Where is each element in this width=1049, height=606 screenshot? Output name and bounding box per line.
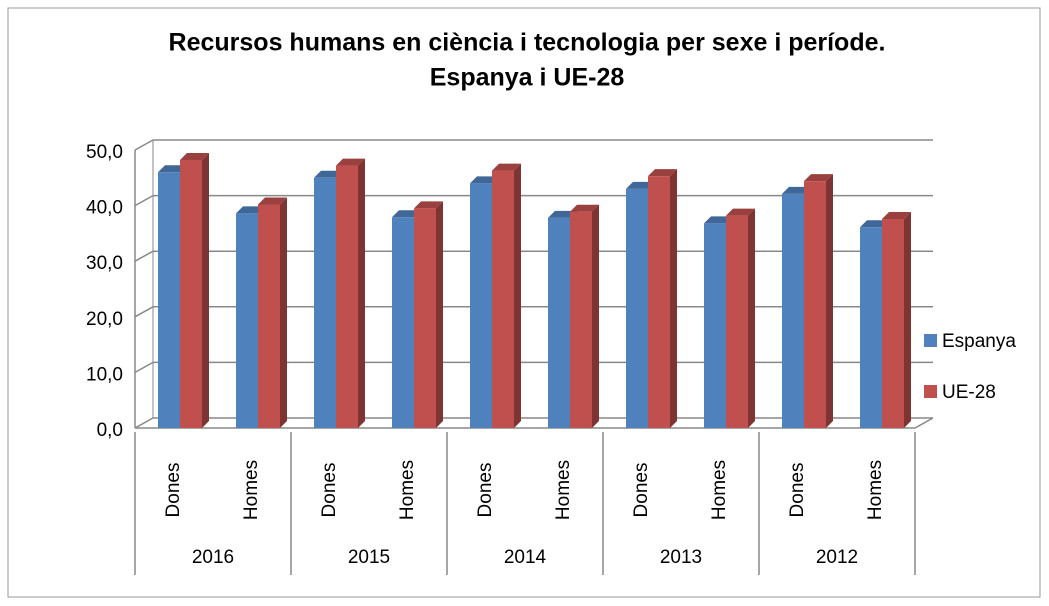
bar: [470, 183, 492, 428]
bar-top: [470, 176, 499, 184]
x-tick-label: Dones: [163, 463, 184, 518]
bar: [860, 227, 882, 428]
bar: [782, 193, 804, 428]
bar-top: [548, 210, 577, 218]
bar: [570, 211, 592, 428]
bar-top: [626, 181, 655, 189]
group-label: 2013: [660, 547, 702, 568]
x-tick-label: Dones: [631, 463, 652, 518]
bar: [314, 177, 336, 428]
bar: [180, 160, 202, 428]
bar-top: [860, 220, 889, 228]
bar-side: [436, 201, 443, 428]
x-tick-label: Homes: [865, 460, 886, 520]
bar: [158, 172, 180, 428]
bar: [626, 188, 648, 428]
floor-right: [914, 417, 934, 429]
bar: [704, 223, 726, 428]
bar-side: [358, 158, 365, 428]
chart-title: Recursos humans en ciència i tecnologia …: [169, 29, 886, 57]
bar-side: [670, 169, 677, 428]
x-tick-label: Dones: [319, 463, 340, 518]
bar-side: [592, 204, 599, 428]
x-tick-label: Dones: [475, 463, 496, 518]
y-tick-label: 30,0: [86, 253, 123, 274]
x-tick-label: Homes: [709, 460, 730, 520]
group-label: 2014: [504, 547, 547, 568]
group-label: 2016: [192, 547, 234, 568]
bar: [804, 181, 826, 428]
bar: [392, 217, 414, 428]
x-tick-label: Dones: [787, 463, 808, 518]
x-tick-label: Homes: [241, 460, 262, 520]
y-tick-label: 50,0: [86, 142, 123, 163]
bar: [236, 213, 258, 428]
bar-side: [202, 153, 209, 428]
side-grid-line: [134, 417, 154, 429]
bar-top: [180, 153, 209, 161]
bar-top: [782, 186, 811, 194]
bar: [336, 165, 358, 428]
bar-top: [704, 216, 733, 224]
bar-top: [392, 210, 421, 218]
legend-label: Espanya: [942, 331, 1016, 352]
legend-label: UE-28: [942, 382, 996, 403]
bar-side: [826, 174, 833, 428]
legend-swatch: [924, 385, 937, 398]
side-grid-line: [134, 306, 154, 318]
side-grid-line: [134, 361, 154, 374]
side-grid-line: [134, 250, 154, 262]
y-tick-label: 10,0: [86, 364, 123, 385]
x-tick-label: Homes: [397, 460, 418, 520]
bar-top: [158, 165, 187, 173]
x-tick-label: Homes: [553, 460, 574, 520]
bar: [258, 204, 280, 428]
group-label: 2012: [816, 547, 858, 568]
bar: [548, 217, 570, 428]
bar-top: [414, 201, 443, 209]
bar-top: [236, 206, 265, 214]
bar-side: [904, 211, 911, 428]
y-tick-label: 20,0: [86, 309, 123, 330]
bar-top: [726, 208, 755, 216]
bar-top: [314, 170, 343, 178]
chart-subtitle: Espanya i UE-28: [430, 64, 625, 92]
bar: [726, 215, 748, 428]
bar: [648, 176, 670, 428]
bar-side: [280, 197, 287, 428]
bar: [492, 170, 514, 428]
y-tick-label: 0,0: [97, 420, 123, 441]
bar-top: [570, 204, 599, 212]
bar-top: [882, 211, 911, 219]
bar-top: [336, 158, 365, 166]
side-grid-line: [134, 139, 154, 151]
bar-top: [648, 169, 677, 177]
legend-swatch: [924, 334, 937, 347]
bar-side: [514, 163, 521, 428]
bar-top: [492, 163, 521, 171]
bar: [882, 218, 904, 428]
y-tick-label: 40,0: [86, 198, 123, 219]
side-grid-line: [134, 194, 154, 207]
bar-top: [804, 174, 833, 182]
bar-top: [258, 197, 287, 205]
bar: [414, 208, 436, 428]
group-label: 2015: [348, 547, 390, 568]
bar-side: [748, 208, 755, 428]
